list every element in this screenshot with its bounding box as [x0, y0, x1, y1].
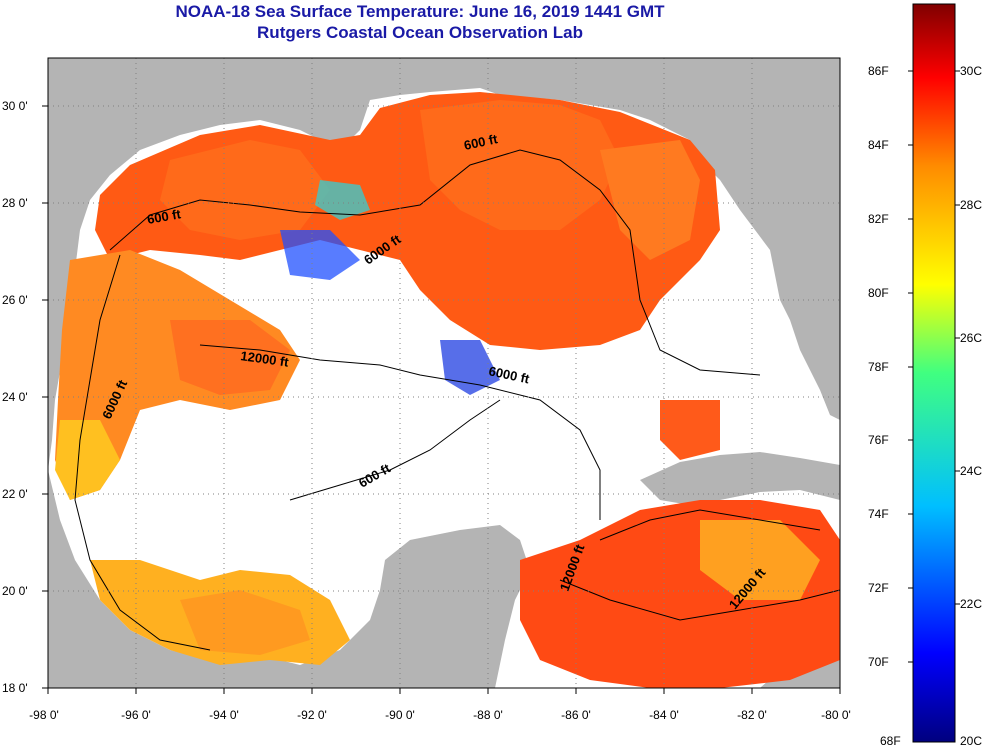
- colorbar-f-label: 78F: [868, 360, 889, 374]
- lon-tick-label: -82 0': [737, 708, 767, 722]
- colorbar-f-label: 70F: [868, 655, 889, 669]
- lon-tick-label: -96 0': [121, 708, 151, 722]
- lat-tick-label: 30 0': [2, 99, 28, 113]
- contour-label: 600 ft: [463, 131, 500, 153]
- graticule: [48, 58, 840, 688]
- lon-tick-label: -88 0': [473, 708, 503, 722]
- map-frame: [47, 57, 841, 689]
- colorbar-f-label: 80F: [868, 286, 889, 300]
- colorbar-c-label: 30C: [960, 64, 982, 78]
- lon-tick-label: -98 0': [29, 708, 59, 722]
- contour-label: 600 ft: [146, 206, 183, 227]
- colorbar-f-label: 76F: [868, 433, 889, 447]
- lon-tick-label: -86 0': [561, 708, 591, 722]
- lat-tick-label: 20 0': [2, 584, 28, 598]
- colorbar: 86F 84F 82F 80F 78F 76F 74F 72F 70F 68F …: [868, 3, 982, 748]
- lon-tick-label: -92 0': [297, 708, 327, 722]
- depth-contours: [74, 149, 840, 651]
- colorbar-c-label: 26C: [960, 331, 982, 345]
- lat-axis: 30 0' 28 0' 26 0' 24 0' 22 0' 20 0' 18 0…: [2, 99, 48, 695]
- colorbar-f-label: 72F: [868, 581, 889, 595]
- contour-label: 12000 ft: [240, 348, 291, 370]
- lat-tick-label: 28 0': [2, 196, 28, 210]
- sst-south: [90, 400, 840, 688]
- colorbar-f-label: 74F: [868, 507, 889, 521]
- colorbar-c-label: 20C: [960, 734, 982, 748]
- colorbar-f-label: 86F: [868, 64, 889, 78]
- sst-west: [55, 250, 300, 500]
- lon-tick-label: -84 0': [649, 708, 679, 722]
- map-subtitle: Rutgers Coastal Ocean Observation Lab: [257, 23, 583, 42]
- lon-tick-label: -90 0': [385, 708, 415, 722]
- lat-tick-label: 24 0': [2, 390, 28, 404]
- colorbar-c-label: 28C: [960, 198, 982, 212]
- lat-tick-label: 18 0': [2, 681, 28, 695]
- sst-north: [95, 92, 720, 395]
- lon-axis: -98 0' -96 0' -94 0' -92 0' -90 0' -88 0…: [29, 688, 851, 722]
- colorbar-f-label: 84F: [868, 138, 889, 152]
- colorbar-gradient: [912, 3, 956, 743]
- colorbar-f-label: 68F: [880, 734, 901, 748]
- colorbar-f-label: 82F: [868, 212, 889, 226]
- lat-tick-label: 22 0': [2, 487, 28, 501]
- colorbar-c-label: 24C: [960, 464, 982, 478]
- lat-tick-label: 26 0': [2, 293, 28, 307]
- map-title: NOAA-18 Sea Surface Temperature: June 16…: [175, 2, 665, 21]
- colorbar-c-label: 22C: [960, 597, 982, 611]
- lon-tick-label: -80 0': [821, 708, 851, 722]
- lon-tick-label: -94 0': [209, 708, 239, 722]
